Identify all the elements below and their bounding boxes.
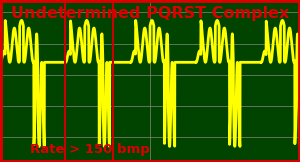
Text: Rate > 150 bmp: Rate > 150 bmp — [30, 143, 150, 156]
Text: Undetermined PQRST Complex: Undetermined PQRST Complex — [11, 6, 289, 22]
